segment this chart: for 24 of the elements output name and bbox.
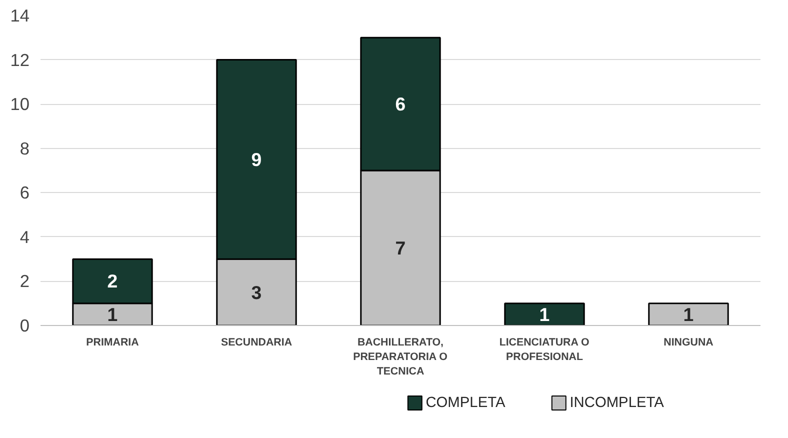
x-tick-label: SECUNDARIA [220, 336, 292, 348]
data-label: 9 [251, 148, 262, 170]
x-tick-label: BACHILLERATO, PREPARATORIA O TECNICA [353, 336, 448, 378]
bar [504, 302, 585, 326]
y-tick-label: 6 [20, 182, 30, 203]
legend-label: INCOMPLETA [570, 395, 664, 411]
data-label: 1 [107, 304, 118, 325]
legend-label: COMPLETA [426, 395, 506, 411]
y-tick-label: 10 [10, 94, 30, 114]
y-tick-label: 14 [10, 6, 30, 26]
x-tick-label: NINGUNA [664, 336, 714, 348]
data-label: 3 [251, 282, 262, 303]
data-label: 6 [395, 94, 406, 115]
x-tick-label: LICENCIATURA O PROFESIONAL [499, 336, 590, 363]
data-label: 2 [107, 270, 118, 292]
y-tick-label: 4 [20, 226, 30, 247]
data-label: 7 [395, 238, 406, 258]
y-tick-label: 8 [20, 138, 30, 158]
x-tick-label: PRIMARIA [86, 336, 140, 348]
y-tick-label: 0 [20, 316, 30, 336]
data-label: 1 [539, 304, 550, 325]
data-label: 1 [683, 304, 694, 325]
y-tick-label: 2 [20, 271, 30, 292]
y-tick-label: 12 [10, 50, 30, 70]
